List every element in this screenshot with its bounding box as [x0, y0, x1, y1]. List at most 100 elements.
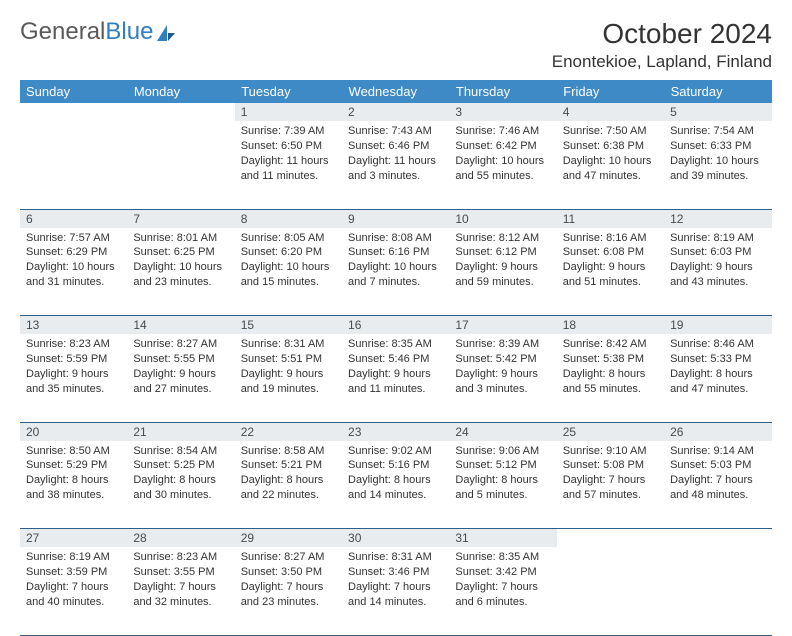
day-number: 19: [664, 316, 771, 334]
day-cell: Sunrise: 7:54 AMSunset: 6:33 PMDaylight:…: [664, 121, 771, 209]
sunset-text: Sunset: 6:08 PM: [563, 245, 658, 260]
daylight-text: Daylight: 8 hours and 38 minutes.: [26, 473, 121, 503]
content-row: Sunrise: 8:23 AMSunset: 5:59 PMDaylight:…: [20, 334, 772, 422]
daynum-row: 2728293031: [20, 529, 772, 548]
sunset-text: Sunset: 5:38 PM: [563, 352, 658, 367]
day-cell: Sunrise: 8:01 AMSunset: 6:25 PMDaylight:…: [127, 228, 234, 316]
day-cell-body: Sunrise: 8:50 AMSunset: 5:29 PMDaylight:…: [20, 441, 127, 508]
day-cell: Sunrise: 8:23 AMSunset: 5:59 PMDaylight:…: [20, 334, 127, 422]
daylight-text: Daylight: 7 hours and 32 minutes.: [133, 580, 228, 610]
day-cell: [664, 547, 771, 635]
day-cell: Sunrise: 8:42 AMSunset: 5:38 PMDaylight:…: [557, 334, 664, 422]
daylight-text: Daylight: 9 hours and 35 minutes.: [26, 367, 121, 397]
sunset-text: Sunset: 6:46 PM: [348, 139, 443, 154]
day-cell-body: Sunrise: 9:06 AMSunset: 5:12 PMDaylight:…: [449, 441, 556, 508]
day-number: 21: [127, 423, 234, 441]
sunset-text: Sunset: 3:42 PM: [455, 565, 550, 580]
daylight-text: Daylight: 9 hours and 3 minutes.: [455, 367, 550, 397]
sunset-text: Sunset: 6:03 PM: [670, 245, 765, 260]
daylight-text: Daylight: 8 hours and 55 minutes.: [563, 367, 658, 397]
day-cell-body: Sunrise: 8:31 AMSunset: 5:51 PMDaylight:…: [235, 334, 342, 401]
day-number: 2: [342, 103, 449, 121]
day-cell: Sunrise: 8:31 AMSunset: 5:51 PMDaylight:…: [235, 334, 342, 422]
day-cell: Sunrise: 8:35 AMSunset: 3:42 PMDaylight:…: [449, 547, 556, 635]
day-cell-body: Sunrise: 8:42 AMSunset: 5:38 PMDaylight:…: [557, 334, 664, 401]
weekday-header: Saturday: [664, 80, 771, 103]
daylight-text: Daylight: 9 hours and 43 minutes.: [670, 260, 765, 290]
day-number: 12: [664, 210, 771, 228]
daylight-text: Daylight: 7 hours and 6 minutes.: [455, 580, 550, 610]
weekday-header: Monday: [127, 80, 234, 103]
day-cell: Sunrise: 8:46 AMSunset: 5:33 PMDaylight:…: [664, 334, 771, 422]
day-number: 7: [127, 210, 234, 228]
sunrise-text: Sunrise: 8:12 AM: [455, 231, 550, 246]
month-title: October 2024: [552, 18, 772, 50]
sunrise-text: Sunrise: 8:08 AM: [348, 231, 443, 246]
content-row: Sunrise: 7:57 AMSunset: 6:29 PMDaylight:…: [20, 228, 772, 316]
day-cell-body: Sunrise: 8:58 AMSunset: 5:21 PMDaylight:…: [235, 441, 342, 508]
sunrise-text: Sunrise: 8:31 AM: [348, 550, 443, 565]
sunrise-text: Sunrise: 8:23 AM: [133, 550, 228, 565]
day-cell: Sunrise: 9:06 AMSunset: 5:12 PMDaylight:…: [449, 441, 556, 529]
day-cell: [557, 547, 664, 635]
day-cell-body: Sunrise: 8:05 AMSunset: 6:20 PMDaylight:…: [235, 228, 342, 295]
day-number: 30: [342, 529, 449, 547]
day-cell-body: Sunrise: 7:46 AMSunset: 6:42 PMDaylight:…: [449, 121, 556, 188]
day-cell: Sunrise: 9:02 AMSunset: 5:16 PMDaylight:…: [342, 441, 449, 529]
sunset-text: Sunset: 6:38 PM: [563, 139, 658, 154]
day-cell: Sunrise: 8:08 AMSunset: 6:16 PMDaylight:…: [342, 228, 449, 316]
sunrise-text: Sunrise: 7:57 AM: [26, 231, 121, 246]
content-row: Sunrise: 7:39 AMSunset: 6:50 PMDaylight:…: [20, 121, 772, 209]
day-cell-body: Sunrise: 7:39 AMSunset: 6:50 PMDaylight:…: [235, 121, 342, 188]
daylight-text: Daylight: 10 hours and 15 minutes.: [241, 260, 336, 290]
day-cell: Sunrise: 8:12 AMSunset: 6:12 PMDaylight:…: [449, 228, 556, 316]
day-number: 23: [342, 423, 449, 441]
daylight-text: Daylight: 9 hours and 11 minutes.: [348, 367, 443, 397]
sunset-text: Sunset: 5:46 PM: [348, 352, 443, 367]
day-cell: Sunrise: 9:14 AMSunset: 5:03 PMDaylight:…: [664, 441, 771, 529]
daylight-text: Daylight: 8 hours and 30 minutes.: [133, 473, 228, 503]
day-number: 8: [235, 210, 342, 228]
day-cell: Sunrise: 7:39 AMSunset: 6:50 PMDaylight:…: [235, 121, 342, 209]
sunrise-text: Sunrise: 8:58 AM: [241, 444, 336, 459]
daylight-text: Daylight: 8 hours and 47 minutes.: [670, 367, 765, 397]
day-cell-body: Sunrise: 8:23 AMSunset: 3:55 PMDaylight:…: [127, 547, 234, 614]
day-number: 24: [449, 423, 556, 441]
sunrise-text: Sunrise: 8:46 AM: [670, 337, 765, 352]
sunset-text: Sunset: 5:03 PM: [670, 458, 765, 473]
daylight-text: Daylight: 9 hours and 27 minutes.: [133, 367, 228, 397]
day-cell-body: Sunrise: 9:10 AMSunset: 5:08 PMDaylight:…: [557, 441, 664, 508]
day-cell: Sunrise: 8:58 AMSunset: 5:21 PMDaylight:…: [235, 441, 342, 529]
day-number: [20, 103, 127, 107]
day-cell-body: Sunrise: 8:35 AMSunset: 3:42 PMDaylight:…: [449, 547, 556, 614]
day-number: 25: [557, 423, 664, 441]
sunrise-text: Sunrise: 8:19 AM: [26, 550, 121, 565]
daylight-text: Daylight: 10 hours and 23 minutes.: [133, 260, 228, 290]
day-number: 11: [557, 210, 664, 228]
daynum-row: 13141516171819: [20, 316, 772, 335]
day-number: 18: [557, 316, 664, 334]
logo-text-blue: Blue: [105, 18, 153, 46]
day-cell-body: Sunrise: 7:57 AMSunset: 6:29 PMDaylight:…: [20, 228, 127, 295]
logo-text-general: General: [20, 18, 105, 46]
day-number: 10: [449, 210, 556, 228]
sunrise-text: Sunrise: 8:42 AM: [563, 337, 658, 352]
day-number: 28: [127, 529, 234, 547]
day-number: [557, 529, 664, 533]
weekday-header: Sunday: [20, 80, 127, 103]
sunset-text: Sunset: 5:51 PM: [241, 352, 336, 367]
day-cell: Sunrise: 7:43 AMSunset: 6:46 PMDaylight:…: [342, 121, 449, 209]
sunset-text: Sunset: 5:29 PM: [26, 458, 121, 473]
sunrise-text: Sunrise: 8:31 AM: [241, 337, 336, 352]
day-cell-body: Sunrise: 7:54 AMSunset: 6:33 PMDaylight:…: [664, 121, 771, 188]
weekday-header: Tuesday: [235, 80, 342, 103]
sunrise-text: Sunrise: 7:46 AM: [455, 124, 550, 139]
day-cell: Sunrise: 8:35 AMSunset: 5:46 PMDaylight:…: [342, 334, 449, 422]
sunset-text: Sunset: 6:42 PM: [455, 139, 550, 154]
sunrise-text: Sunrise: 8:54 AM: [133, 444, 228, 459]
sunrise-text: Sunrise: 8:50 AM: [26, 444, 121, 459]
sunset-text: Sunset: 6:12 PM: [455, 245, 550, 260]
daylight-text: Daylight: 11 hours and 11 minutes.: [241, 154, 336, 184]
calendar-table: SundayMondayTuesdayWednesdayThursdayFrid…: [20, 80, 772, 636]
sunset-text: Sunset: 6:25 PM: [133, 245, 228, 260]
